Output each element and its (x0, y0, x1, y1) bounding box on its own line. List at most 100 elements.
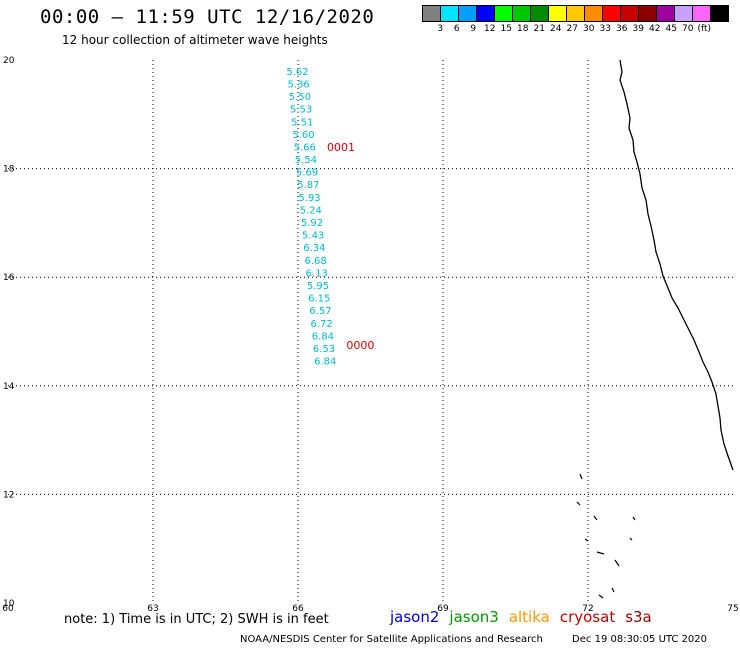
swh-value: 6.84 (312, 331, 334, 342)
swh-value: 5.62 (286, 67, 308, 78)
swh-value: 6.57 (309, 306, 331, 317)
coastline (619, 59, 734, 471)
scale-swatch (567, 6, 585, 21)
satellite-s3a: s3a (625, 608, 652, 626)
scale-label: 18 (517, 24, 529, 34)
swh-value: 5.54 (295, 155, 317, 166)
island-mark (579, 473, 583, 480)
color-scale-legend: 3 6 9 12 15 18 21 24 27 30 33 36 39 42 45 70 (ft) (422, 5, 729, 35)
scale-label: 21 (533, 24, 545, 34)
swh-value: 5.36 (288, 79, 310, 90)
x-tick-label: 75 (727, 604, 738, 614)
swh-value: 5.95 (307, 281, 329, 292)
swh-value: 5.51 (291, 117, 313, 128)
scale-swatch (585, 6, 603, 21)
color-scale-swatches (422, 5, 729, 22)
scale-swatch (441, 6, 459, 21)
scale-label: 27 (566, 24, 578, 34)
swh-value: 6.53 (313, 344, 335, 355)
swh-value: 5.92 (301, 218, 323, 229)
scale-swatch (657, 6, 675, 21)
x-tick-label: 69 (437, 604, 449, 614)
note-text: note: 1) Time is in UTC; 2) SWH is in fe… (64, 612, 329, 627)
island-mark (593, 515, 598, 521)
coastline-path (619, 59, 734, 471)
y-tick-label: 14 (3, 382, 15, 392)
swh-value: 5.24 (300, 205, 322, 216)
swh-value: 6.34 (303, 243, 325, 254)
x-tick-label: 72 (582, 604, 593, 614)
y-tick-label: 16 (3, 273, 15, 283)
axis-tick-labels: 60 63 66 69 72 75 10 12 14 16 18 20 (2, 56, 738, 614)
scale-swatch (621, 6, 639, 21)
scale-label: 36 (616, 24, 628, 34)
satellite-jason2: jason2 (390, 608, 440, 626)
swh-value: 5.93 (298, 193, 320, 204)
scale-label: 3 (437, 24, 444, 34)
swh-value: 6.15 (308, 294, 330, 305)
map-title: 00:00 – 11:59 UTC 12/16/2020 (40, 6, 375, 28)
time-labels: 0001 0000 (327, 141, 374, 352)
scale-swatch (513, 6, 531, 21)
swh-value: 5.53 (290, 105, 312, 116)
scale-label: 45 (665, 24, 677, 34)
scale-label: 42 (649, 24, 661, 34)
footer: NOAA/NESDIS Center for Satellite Applica… (240, 634, 707, 645)
island-mark (614, 559, 620, 567)
x-tick-label: 66 (292, 604, 304, 614)
swh-value: 5.50 (289, 92, 311, 103)
swh-value: 5.87 (297, 180, 319, 191)
scale-label: 70 (682, 24, 694, 34)
scale-swatch (495, 6, 513, 21)
scale-label: 6 (453, 24, 460, 34)
swh-value: 6.84 (314, 357, 336, 368)
scale-label: 33 (599, 24, 611, 34)
scale-swatch (675, 6, 693, 21)
footer-timestamp: Dec 19 08:30:05 UTC 2020 (572, 634, 708, 645)
swh-value: 5.69 (296, 168, 318, 179)
scale-label: 24 (550, 24, 562, 34)
island-mark (629, 537, 633, 541)
satellite-legend: jason2 jason3 altika cryosat s3a (390, 608, 662, 626)
island-mark (598, 594, 604, 599)
scale-label: (ft) (697, 24, 712, 34)
scale-swatch (711, 6, 728, 21)
swh-value: 5.43 (302, 231, 324, 242)
y-tick-label: 18 (3, 165, 15, 175)
island-mark (611, 587, 615, 593)
y-tick-label: 10 (3, 599, 15, 609)
swh-value: 5.60 (292, 130, 314, 141)
map-grid (8, 60, 733, 603)
island-mark (584, 538, 589, 542)
scale-label: 9 (470, 24, 477, 34)
island-mark (632, 516, 636, 521)
island-mark (576, 501, 581, 506)
scale-label: 30 (583, 24, 595, 34)
swh-value: 6.72 (311, 319, 333, 330)
map-subtitle: 12 hour collection of altimeter wave hei… (62, 33, 328, 47)
scale-swatch (693, 6, 711, 21)
altimeter-track: 5.625.36 5.50 5.535.51 5.605.66 5.54 5.695.87… (286, 67, 336, 368)
color-scale-labels: 3 6 9 12 15 18 21 24 27 30 33 36 39 42 45 70 (ft) (422, 24, 729, 34)
x-tick-label: 60 (2, 604, 14, 614)
swh-value: 5.66 (294, 142, 316, 153)
scale-label: 15 (500, 24, 512, 34)
y-tick-label: 12 (3, 490, 14, 500)
x-tick-label: 63 (147, 604, 158, 614)
scale-label: 39 (632, 24, 644, 34)
islands (576, 473, 636, 599)
satellite-altika: altika (508, 608, 550, 626)
scale-swatch (459, 6, 477, 21)
satellite-jason3: jason3 (449, 608, 499, 626)
scale-label: 12 (484, 24, 496, 34)
scale-swatch (423, 6, 441, 21)
scale-swatch (477, 6, 495, 21)
y-tick-label: 20 (3, 56, 15, 66)
scale-swatch (603, 6, 621, 21)
footer-credit: NOAA/NESDIS Center for Satellite Applica… (240, 634, 543, 645)
swh-value: 6.13 (306, 268, 328, 279)
scale-swatch (531, 6, 549, 21)
time-label: 0000 (346, 339, 374, 352)
time-label: 0001 (327, 141, 355, 154)
